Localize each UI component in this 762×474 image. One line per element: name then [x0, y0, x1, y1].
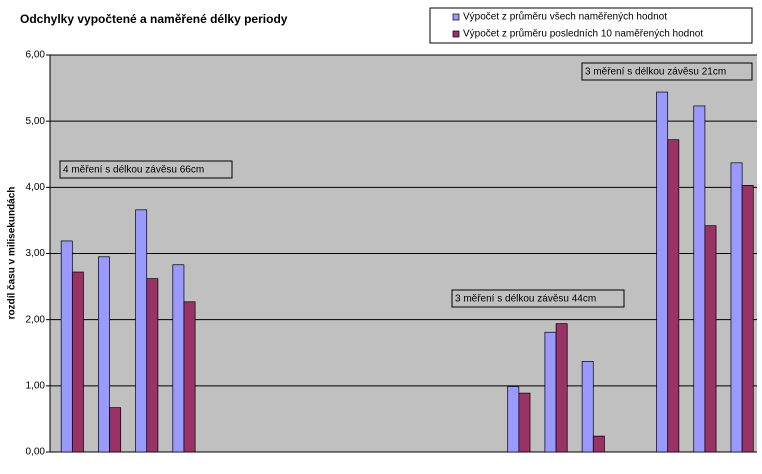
y-tick-label: 6,00 [26, 50, 46, 61]
annotation: 4 měření s délkou závěsu 66cm [63, 165, 204, 176]
bar [693, 105, 706, 453]
bar [656, 91, 669, 453]
bar [507, 386, 520, 453]
y-tick-label: 4,00 [26, 182, 46, 193]
bar [581, 361, 594, 453]
bar [730, 162, 743, 453]
y-tick-label: 2,00 [26, 314, 46, 325]
bar [71, 271, 84, 453]
bar [60, 240, 73, 453]
legend-box [429, 7, 753, 44]
annotation: 3 měření s délkou závěsu 21cm [585, 67, 726, 78]
bar [741, 184, 754, 453]
annotation: 3 měření s délkou závěsu 44cm [455, 294, 596, 305]
bar [555, 323, 568, 453]
y-tick-label: 3,00 [26, 248, 46, 259]
bar [98, 256, 110, 453]
y-axis-label: rozdíl času v milisekundách [7, 187, 18, 320]
legend-swatch [452, 30, 460, 38]
y-tick-label: 0,00 [26, 447, 46, 458]
legend-label: Výpočet z průměru posledních 10 naměřený… [463, 28, 703, 40]
bar [109, 407, 122, 453]
y-tick-label: 5,00 [26, 116, 46, 127]
bar [592, 435, 605, 453]
bar [183, 301, 196, 453]
bar [518, 392, 531, 453]
bar [704, 225, 717, 453]
bar [544, 331, 557, 453]
legend-label: Výpočet z průměru všech naměřených hodno… [463, 11, 667, 23]
bar [135, 209, 148, 453]
bar [146, 278, 159, 453]
chart-title: Odchylky vypočtené a naměřené délky peri… [20, 12, 288, 26]
legend-swatch [452, 13, 460, 21]
annotation-box [451, 289, 625, 308]
annotation-box [581, 62, 753, 81]
bar [667, 139, 680, 453]
annotation-box [59, 160, 233, 179]
bar [172, 264, 185, 453]
y-tick-label: 1,00 [26, 380, 46, 391]
